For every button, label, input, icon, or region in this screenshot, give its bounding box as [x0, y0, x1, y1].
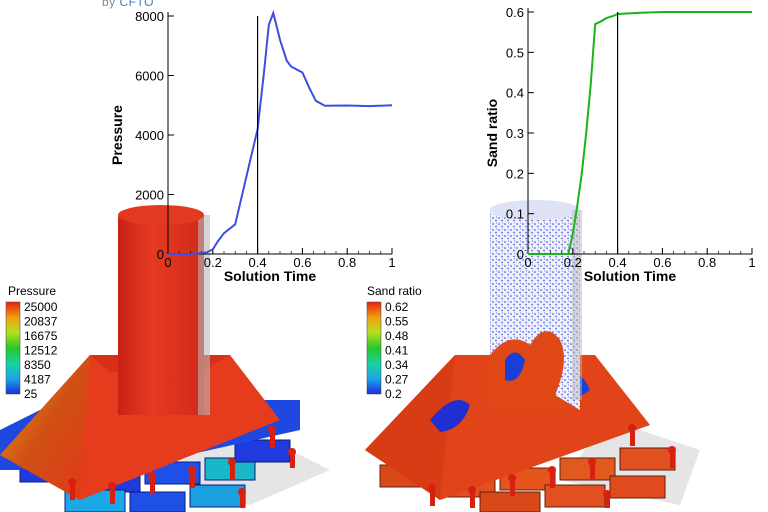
- sand-y-tick-label: 0.6: [506, 5, 524, 20]
- sand-y-axis-title: Sand ratio: [484, 99, 500, 167]
- sand-x-tick-label: 0: [524, 255, 531, 270]
- pressure-y-tick-label: 8000: [135, 9, 164, 24]
- sand-x-tick-label: 0.6: [653, 255, 671, 270]
- pressure-y-tick-label: 0: [157, 247, 164, 262]
- pressure-y-tick-label: 6000: [135, 69, 164, 84]
- sand-legend-value: 0.55: [385, 315, 409, 329]
- sand-y-tick-label: 0: [517, 247, 524, 262]
- sand-y-tick-label: 0.5: [506, 45, 524, 60]
- sand-y-tick-label: 0.1: [506, 207, 524, 222]
- pressure-legend-title: Pressure: [8, 284, 56, 298]
- logo-brand: CFTO: [119, 0, 154, 9]
- sand-legend-value: 0.62: [385, 300, 409, 314]
- pressure-legend-value: 16675: [24, 329, 58, 343]
- sand-y-tick-label: 0.4: [506, 86, 524, 101]
- pressure-x-tick-label: 0.2: [204, 255, 222, 270]
- pressure-x-tick-label: 0.6: [293, 255, 311, 270]
- pressure-legend-value: 20837: [24, 315, 58, 329]
- sand-legend-value: 0.2: [385, 387, 402, 401]
- pressure-x-tick-label: 0: [164, 255, 171, 270]
- pressure-y-tick-label: 2000: [135, 188, 164, 203]
- sand-x-tick-label: 1: [748, 255, 755, 270]
- sand-core-boxes: [379, 447, 676, 512]
- brand-logo: by CFTO: [102, 0, 154, 9]
- pressure-model: [0, 205, 330, 512]
- sand-series-line: [528, 11, 752, 255]
- pressure-y-axis-title: Pressure: [109, 105, 125, 165]
- sand-y-tick-label: 0.3: [506, 126, 524, 141]
- pressure-chart: 0 0.2 0.4 0.6 0.8 1 0 2000 4000 6000 8000 Solution …: [109, 9, 396, 284]
- pressure-x-tick-label: 1: [388, 255, 395, 270]
- pressure-legend-value: 25000: [24, 300, 58, 314]
- sand-plugs: [428, 424, 676, 508]
- pressure-y-tick-label: 4000: [135, 128, 164, 143]
- pressure-plugs: [68, 426, 296, 508]
- logo-prefix: by: [102, 0, 120, 9]
- pressure-x-tick-label: 0.4: [249, 255, 267, 270]
- sand-legend-value: 0.27: [385, 373, 409, 387]
- sand-x-tick-label: 0.2: [564, 255, 582, 270]
- sand-y-tick-label: 0.2: [506, 166, 524, 181]
- sand-legend: Sand ratio 0.620.550.480.410.340.270.2: [366, 284, 422, 401]
- pressure-legend-value: 8350: [24, 358, 51, 372]
- pressure-color-bar: [5, 301, 21, 395]
- sand-ratio-chart: 0 0.2 0.4 0.6 0.8 100.10.20.30.40.50.6Solutio…: [484, 5, 756, 284]
- sand-legend-value: 0.34: [385, 358, 409, 372]
- sand-model: [365, 200, 700, 512]
- pressure-series-line: [168, 9, 393, 255]
- sand-color-bar: [366, 301, 382, 395]
- sand-legend-title: Sand ratio: [367, 284, 422, 298]
- pressure-legend-value: 12512: [24, 344, 58, 358]
- sand-x-tick-label: 0.4: [609, 255, 627, 270]
- sand-x-tick-label: 0.8: [698, 255, 716, 270]
- pressure-x-axis-title: Solution Time: [224, 268, 317, 284]
- sand-x-axis-title: Solution Time: [584, 268, 677, 284]
- sand-legend-value: 0.48: [385, 329, 409, 343]
- sand-legend-value: 0.41: [385, 344, 409, 358]
- pressure-x-tick-label: 0.8: [338, 255, 356, 270]
- pressure-legend-value: 4187: [24, 373, 51, 387]
- pressure-legend-value: 25: [24, 387, 38, 401]
